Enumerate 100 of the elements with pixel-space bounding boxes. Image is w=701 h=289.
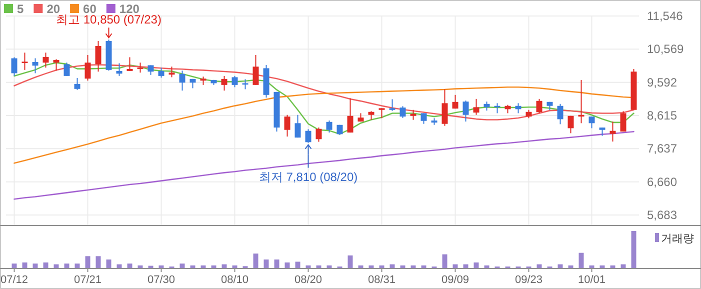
candlestick xyxy=(473,98,480,116)
bar xyxy=(558,264,563,268)
bar xyxy=(253,254,258,268)
bar xyxy=(442,254,448,268)
bar xyxy=(620,264,626,268)
candlestick xyxy=(137,62,144,74)
bar xyxy=(306,265,311,268)
candlestick xyxy=(74,77,80,90)
candlestick xyxy=(378,108,385,119)
legend-label: 거래량 xyxy=(661,233,694,245)
y-tick-label: 7,637 xyxy=(647,142,678,156)
candlestick xyxy=(242,78,248,90)
candlestick xyxy=(442,88,448,126)
bar xyxy=(22,262,28,268)
y-tick-label: 6,660 xyxy=(647,174,678,189)
candlestick xyxy=(452,94,458,110)
candlestick xyxy=(462,100,469,122)
x-tick-label: 10/01 xyxy=(578,274,606,286)
candlestick xyxy=(610,121,616,142)
candlestick xyxy=(620,110,626,132)
candlestick xyxy=(126,56,133,72)
bar xyxy=(64,264,70,268)
candlestick xyxy=(168,66,175,78)
bar xyxy=(421,265,426,268)
bar xyxy=(536,264,542,268)
bar xyxy=(600,265,605,268)
candlestick xyxy=(284,114,290,138)
candlestick xyxy=(64,62,70,76)
y-tick-label: 11,546 xyxy=(647,9,684,23)
candlestick xyxy=(588,116,595,129)
candlestick xyxy=(148,64,154,76)
x-tick-label: 08/10 xyxy=(220,274,249,286)
bar xyxy=(274,259,280,268)
candlestick xyxy=(400,106,406,118)
candlestick xyxy=(221,75,228,92)
bar xyxy=(390,264,395,268)
bar xyxy=(74,264,80,268)
y-tick-label: 10,569 xyxy=(647,42,684,56)
bar xyxy=(631,231,636,268)
bar xyxy=(43,262,48,268)
bar xyxy=(578,252,584,268)
candlestick xyxy=(294,114,301,138)
bar xyxy=(106,259,112,268)
candlestick xyxy=(568,115,574,134)
bar xyxy=(452,264,458,268)
bar xyxy=(211,265,216,268)
candlestick xyxy=(326,120,332,134)
y-tick-label: 8,615 xyxy=(647,108,678,122)
bar xyxy=(158,265,164,268)
bar xyxy=(54,264,59,268)
bar xyxy=(222,264,227,268)
bar xyxy=(379,265,384,268)
bar xyxy=(96,256,101,268)
bar xyxy=(410,265,416,268)
x-tick-label: 09/09 xyxy=(441,274,470,286)
x-tick-label: 07/30 xyxy=(147,274,176,286)
candlestick xyxy=(84,54,91,82)
bar xyxy=(316,265,322,268)
bar xyxy=(232,265,238,268)
bar xyxy=(610,265,616,268)
bar xyxy=(295,262,300,268)
candlestick xyxy=(42,52,49,68)
x-tick-label: 07/21 xyxy=(74,274,102,286)
bar xyxy=(264,259,269,268)
bar xyxy=(368,265,374,268)
candlestick xyxy=(557,103,564,125)
bar xyxy=(190,265,196,268)
candlestick xyxy=(179,70,186,92)
bar xyxy=(180,264,185,268)
y-tick-label: 5,683 xyxy=(647,208,678,222)
candlestick xyxy=(232,75,238,88)
bar xyxy=(284,262,290,268)
annotation: 최저 7,810 (08/20) xyxy=(258,170,358,184)
bar xyxy=(85,256,90,268)
bar xyxy=(127,264,132,268)
candlestick xyxy=(252,54,259,86)
bar xyxy=(138,265,143,268)
bar xyxy=(358,265,364,268)
candlestick xyxy=(158,67,164,78)
bar xyxy=(116,264,122,268)
bar xyxy=(400,265,406,268)
candlestick xyxy=(22,52,28,70)
bar xyxy=(568,265,574,268)
candlestick xyxy=(32,58,38,74)
candlestick xyxy=(410,109,416,120)
bar xyxy=(326,265,332,268)
candlestick xyxy=(515,102,522,114)
bar xyxy=(348,255,353,268)
candlestick xyxy=(53,58,60,72)
x-tick-label: 08/31 xyxy=(368,274,396,286)
y-tick-label: 9,592 xyxy=(647,75,678,90)
bar xyxy=(32,264,38,268)
bar xyxy=(474,262,479,268)
candlestick xyxy=(305,128,312,144)
candlestick xyxy=(316,127,322,142)
bar xyxy=(589,265,594,268)
candlestick xyxy=(11,56,18,76)
bar xyxy=(200,265,206,268)
candlestick xyxy=(95,40,102,72)
candlestick xyxy=(389,98,396,112)
